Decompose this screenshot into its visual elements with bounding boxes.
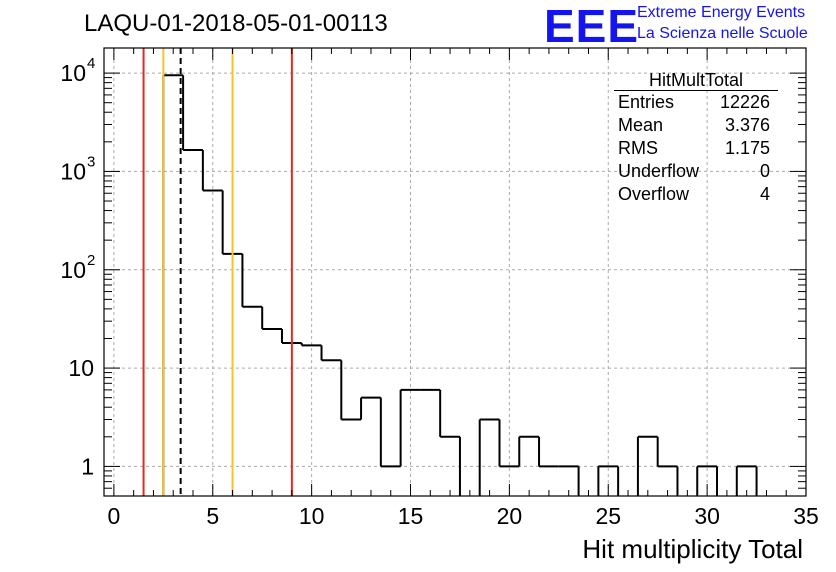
plot-frame xyxy=(103,47,807,497)
x-tick-label: 30 xyxy=(694,503,720,529)
stats-key: Underflow xyxy=(618,161,700,181)
stats-box: HitMultTotal Entries 12226 Mean 3.376 RM… xyxy=(610,70,778,206)
stats-row: Mean 3.376 xyxy=(610,114,778,137)
stats-value: 3.376 xyxy=(724,115,770,135)
logo-line-1: Extreme Energy Events xyxy=(637,4,806,21)
stats-value: 1.175 xyxy=(724,138,770,158)
y-tick-label: 10 xyxy=(60,257,86,283)
stats-row: Underflow 0 xyxy=(610,160,778,183)
x-tick-label: 35 xyxy=(793,503,819,529)
x-tick-label: 5 xyxy=(206,503,219,529)
stats-value: 12226 xyxy=(719,92,770,112)
logo-line-2: La Scienza nelle Scuole xyxy=(637,25,808,42)
y-tick-label: 1 xyxy=(81,453,94,479)
y-tick-label: 10 xyxy=(68,355,94,381)
x-tick-label: 20 xyxy=(497,503,523,529)
stats-key: Mean xyxy=(618,115,664,135)
stats-value: 0 xyxy=(759,161,770,181)
x-tick-label: 0 xyxy=(107,503,120,529)
y-tick-label-exponent: 2 xyxy=(87,252,95,269)
y-tick-label: 10 xyxy=(60,60,86,86)
grid-lines xyxy=(104,48,806,496)
stats-key: Overflow xyxy=(618,184,690,204)
stats-row: RMS 1.175 xyxy=(610,137,778,160)
axis-ticks xyxy=(104,48,807,497)
stats-key: Entries xyxy=(618,92,675,112)
page-title: LAQU-01-2018-05-01-00113 xyxy=(84,10,388,37)
marker-lines xyxy=(142,48,293,496)
stats-value: 4 xyxy=(759,184,770,204)
stats-key: RMS xyxy=(618,138,658,158)
y-tick-label-exponent: 4 xyxy=(87,55,95,72)
x-tick-label: 15 xyxy=(398,503,424,529)
eee-logo: EEE Extreme Energy Events La Scienza nel… xyxy=(544,0,836,52)
y-tick-label-exponent: 3 xyxy=(87,153,95,170)
x-tick-label: 25 xyxy=(595,503,621,529)
x-axis-label: Hit multiplicity Total xyxy=(582,534,803,564)
y-tick-label: 10 xyxy=(60,158,86,184)
stats-row: Overflow 4 xyxy=(610,183,778,206)
logo-mark: EEE xyxy=(544,0,640,52)
stats-title: HitMultTotal xyxy=(614,70,778,91)
x-tick-label: 10 xyxy=(299,503,325,529)
stats-row: Entries 12226 xyxy=(610,91,778,114)
